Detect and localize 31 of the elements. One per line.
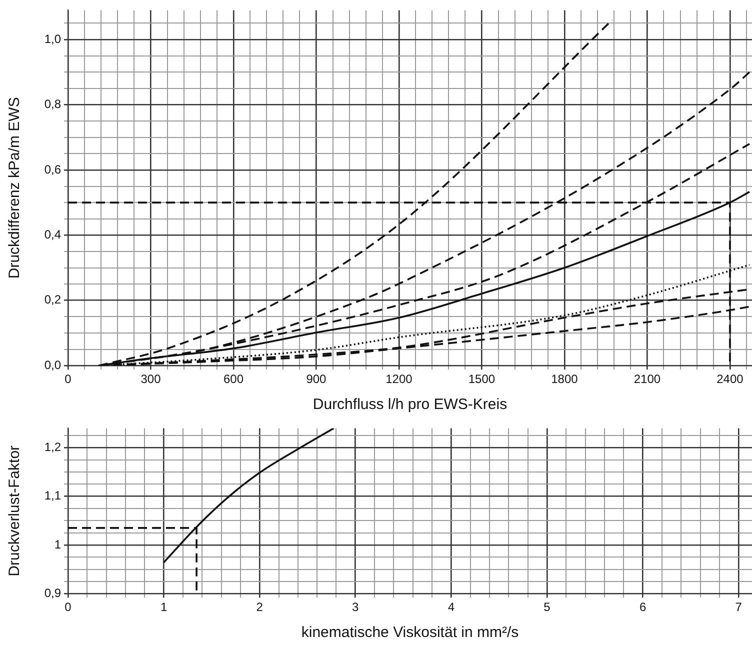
x-tick-label: 2100: [634, 372, 661, 386]
x-tick-label: 6: [639, 600, 646, 614]
x-tick-label: 600: [223, 372, 244, 386]
x-tick-label: 1800: [551, 372, 578, 386]
x-axis-title: kinematische Viskosität in mm²/s: [301, 624, 519, 642]
x-axis-title: Durchfluss l/h pro EWS-Kreis: [312, 396, 508, 414]
y-tick-label: 0,6: [44, 162, 62, 176]
y-axis-title: Druckdifferenz kPa/m EWS: [6, 97, 24, 279]
x-tick-label: 1200: [386, 372, 413, 386]
x-tick-label: 1: [160, 600, 168, 614]
x-tick-label: 4: [448, 600, 455, 614]
y-tick-label: 1: [54, 537, 62, 552]
y-tick-label: 0,4: [44, 227, 62, 242]
x-tick-label: 7: [735, 600, 742, 614]
x-tick-label: 2400: [716, 372, 744, 386]
x-tick-label: 1500: [468, 372, 496, 386]
x-tick-label: 5: [544, 600, 551, 614]
x-tick-label: 0: [64, 600, 72, 614]
y-tick-label: 0,8: [44, 97, 62, 112]
x-tick-label: 300: [140, 372, 162, 386]
y-tick-label: 1,1: [44, 488, 62, 503]
x-tick-label: 900: [306, 372, 327, 386]
y-tick-label: 0,9: [44, 586, 62, 600]
y-tick-label: 1,0: [44, 32, 62, 46]
y-tick-label: 0,2: [44, 292, 62, 307]
y-tick-label: 1,2: [44, 440, 62, 454]
y-axis-title: Druckverlust-Faktor: [6, 445, 24, 576]
y-tick-label: 0,0: [44, 358, 62, 372]
x-tick-label: 3: [352, 600, 360, 614]
x-tick-label: 2: [256, 600, 264, 614]
x-tick-label: 0: [64, 372, 72, 386]
